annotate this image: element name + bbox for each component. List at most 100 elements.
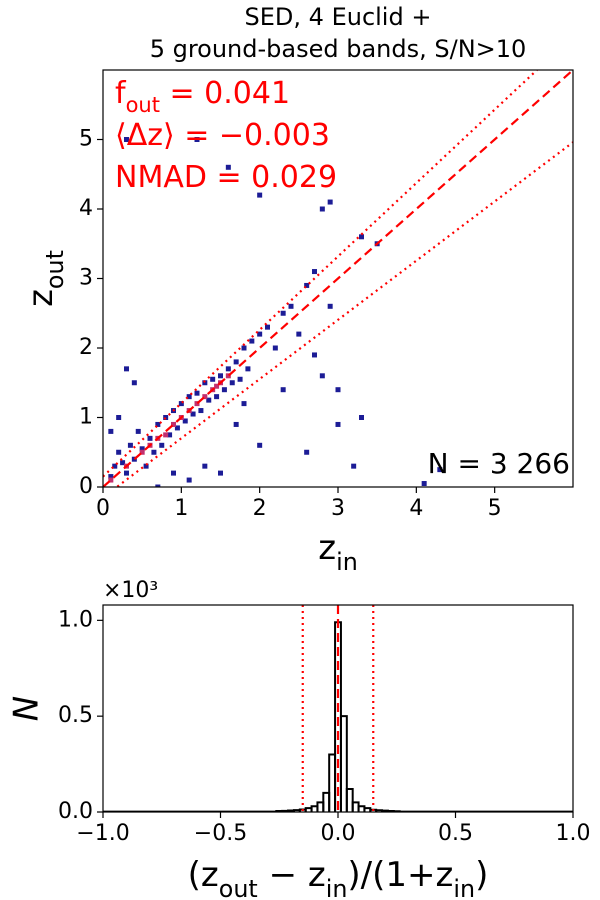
point (178, 401, 184, 407)
point (155, 484, 161, 487)
point (225, 366, 231, 372)
y-tick-label: 0 (79, 474, 93, 499)
point (116, 449, 122, 455)
point (202, 380, 208, 386)
x-tick-label: 1 (174, 496, 188, 521)
point (265, 324, 270, 330)
x-tick-label: 3 (331, 496, 345, 521)
point (202, 463, 208, 469)
point (304, 449, 310, 455)
point (151, 449, 157, 455)
point (218, 373, 223, 379)
hist-bar (339, 715, 348, 812)
y-tick-label: 2 (79, 335, 93, 360)
point (194, 390, 200, 396)
point (319, 206, 325, 212)
point (225, 164, 231, 170)
point (319, 373, 325, 379)
annotation: ⟨Δz⟩ = −0.003 (115, 118, 330, 153)
annotation: fout = 0.041 (115, 76, 290, 118)
y-tick-label: 1 (79, 405, 93, 430)
point (218, 470, 223, 476)
point (147, 435, 153, 441)
point (241, 401, 247, 407)
reference-line (114, 141, 573, 487)
x-tick-label: 0.0 (321, 821, 356, 846)
point (194, 401, 200, 407)
y-tick-label: 4 (79, 196, 93, 221)
point (359, 415, 364, 420)
point (139, 449, 145, 455)
point (233, 421, 239, 427)
y-axis-label: N (7, 696, 47, 721)
point (229, 380, 235, 386)
point (421, 481, 427, 487)
point (155, 421, 161, 427)
point (124, 366, 129, 372)
title-line: SED, 4 Euclid + (245, 3, 432, 31)
point (249, 338, 255, 344)
point (108, 428, 114, 434)
point (116, 415, 122, 420)
y-tick-label: 1.0 (58, 607, 93, 632)
offset-text: ×10³ (103, 578, 158, 603)
point (163, 432, 169, 438)
y-tick-label: 5 (79, 127, 93, 152)
point (171, 470, 176, 476)
point (312, 269, 317, 275)
point (225, 373, 231, 379)
x-tick-label: −1.0 (76, 821, 129, 846)
point (108, 474, 114, 480)
point (437, 467, 443, 473)
x-tick-label: 4 (409, 496, 423, 521)
point (108, 477, 114, 483)
point (214, 383, 220, 389)
point (280, 387, 286, 393)
point (327, 303, 333, 309)
point (280, 310, 286, 316)
x-axis-label: zin (318, 528, 358, 576)
point (186, 394, 192, 400)
x-tick-label: 5 (488, 496, 502, 521)
point (159, 442, 165, 448)
point (288, 303, 294, 309)
point (351, 463, 357, 469)
point (327, 199, 333, 205)
point (233, 359, 239, 365)
point (241, 345, 247, 351)
point (174, 425, 180, 431)
x-axis-label: (zout − zin)/(1+zin) (188, 855, 489, 900)
x-tick-label: 1.0 (556, 821, 591, 846)
x-tick-label: 0.5 (438, 821, 473, 846)
point (257, 442, 263, 448)
point (237, 376, 243, 382)
point (194, 137, 200, 142)
point (163, 415, 169, 420)
point (186, 477, 192, 483)
y-tick-label: 0.5 (58, 703, 93, 728)
y-axis-label: zout (21, 250, 69, 307)
point (245, 366, 251, 372)
point (182, 418, 188, 424)
plot-area (103, 70, 573, 487)
point (296, 331, 302, 337)
point (221, 387, 227, 393)
x-tick-label: −0.5 (194, 821, 247, 846)
point (131, 456, 137, 462)
y-tick-label: 0.0 (58, 799, 93, 824)
point (171, 421, 176, 427)
point (214, 394, 220, 400)
point (198, 408, 204, 414)
point (143, 463, 149, 469)
x-tick-label: 2 (253, 496, 267, 521)
count-label: N = 3 266 (428, 447, 570, 480)
point (131, 380, 137, 386)
point (190, 411, 196, 417)
point (202, 394, 208, 400)
point (210, 376, 216, 382)
point (124, 137, 129, 142)
point (312, 352, 317, 358)
x-tick-label: 0 (96, 496, 110, 521)
reference-line (103, 70, 573, 487)
